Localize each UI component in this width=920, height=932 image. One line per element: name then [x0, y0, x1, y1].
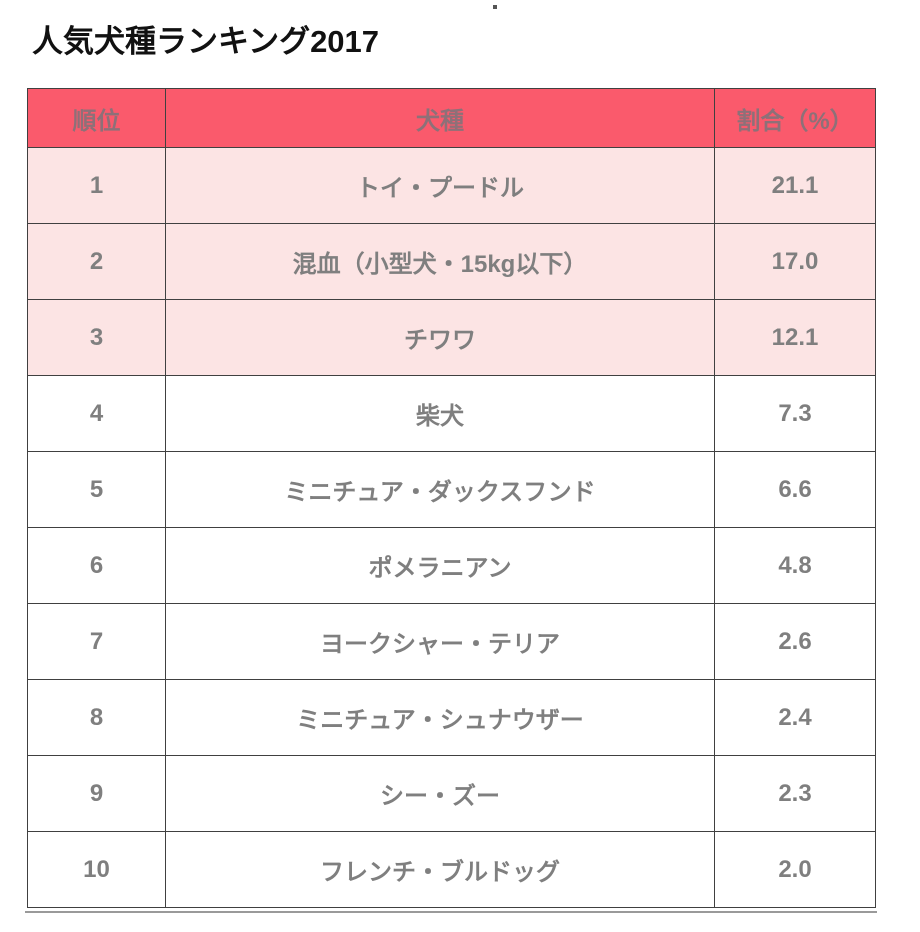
cell-rank: 1 — [27, 147, 166, 224]
table-row: 8 ミニチュア・シュナウザー 2.4 — [27, 679, 876, 756]
cell-breed: 混血（小型犬・15kg以下） — [165, 223, 715, 300]
table-row: 3 チワワ 12.1 — [27, 299, 876, 376]
col-header-rank: 順位 — [27, 88, 166, 148]
cell-breed: ミニチュア・ダックスフンド — [165, 451, 715, 528]
cell-breed: フレンチ・ブルドッグ — [165, 831, 715, 908]
table-row: 4 柴犬 7.3 — [27, 375, 876, 452]
table-row: 2 混血（小型犬・15kg以下） 17.0 — [27, 223, 876, 300]
col-header-percent: 割合（%） — [714, 88, 876, 148]
cell-rank: 4 — [27, 375, 166, 452]
table-body: 1 トイ・プードル 21.1 2 混血（小型犬・15kg以下） 17.0 3 チワワ 12.1 4… — [27, 147, 876, 908]
table-row: 1 トイ・プードル 21.1 — [27, 147, 876, 224]
cell-percent: 6.6 — [714, 451, 876, 528]
table-header: 順位 犬種 割合（%） — [27, 88, 876, 148]
cell-percent: 17.0 — [714, 223, 876, 300]
cell-rank: 3 — [27, 299, 166, 376]
table-row: 7 ヨークシャー・テリア 2.6 — [27, 603, 876, 680]
cell-rank: 7 — [27, 603, 166, 680]
cell-rank: 6 — [27, 527, 166, 604]
cell-percent: 4.8 — [714, 527, 876, 604]
cell-breed: シー・ズー — [165, 755, 715, 832]
cell-breed: 柴犬 — [165, 375, 715, 452]
cell-breed: ポメラニアン — [165, 527, 715, 604]
cell-percent: 7.3 — [714, 375, 876, 452]
cell-breed: ヨークシャー・テリア — [165, 603, 715, 680]
cell-percent: 2.0 — [714, 831, 876, 908]
cell-percent: 2.3 — [714, 755, 876, 832]
cell-percent: 21.1 — [714, 147, 876, 224]
cell-rank: 10 — [27, 831, 166, 908]
artifact-dot — [493, 5, 497, 9]
table-row: 9 シー・ズー 2.3 — [27, 755, 876, 832]
table-bottom-rule — [25, 911, 877, 913]
cell-breed: ミニチュア・シュナウザー — [165, 679, 715, 756]
cell-percent: 12.1 — [714, 299, 876, 376]
cell-percent: 2.6 — [714, 603, 876, 680]
page-title: 人気犬種ランキング2017 — [32, 24, 380, 59]
cell-rank: 9 — [27, 755, 166, 832]
table-row: 5 ミニチュア・ダックスフンド 6.6 — [27, 451, 876, 528]
ranking-table: 順位 犬種 割合（%） 1 トイ・プードル 21.1 2 混血（小型犬・15kg以下） 1… — [27, 88, 876, 908]
cell-breed: チワワ — [165, 299, 715, 376]
cell-breed: トイ・プードル — [165, 147, 715, 224]
cell-rank: 5 — [27, 451, 166, 528]
table-row: 10 フレンチ・ブルドッグ 2.0 — [27, 831, 876, 908]
col-header-breed: 犬種 — [165, 88, 715, 148]
cell-percent: 2.4 — [714, 679, 876, 756]
table-row: 6 ポメラニアン 4.8 — [27, 527, 876, 604]
cell-rank: 2 — [27, 223, 166, 300]
header-row: 順位 犬種 割合（%） — [27, 88, 876, 148]
cell-rank: 8 — [27, 679, 166, 756]
